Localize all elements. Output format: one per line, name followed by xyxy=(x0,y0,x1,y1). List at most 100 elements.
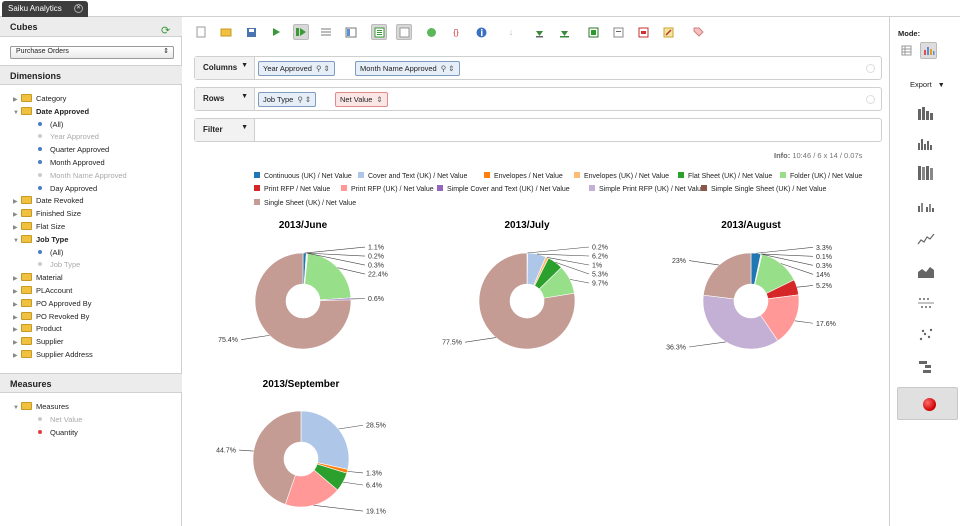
dimension-folder[interactable]: ▶ Supplier Address xyxy=(13,349,93,361)
columns-panel[interactable]: Columns ▼ Year Approved ⚲ ⇕ Month Name App… xyxy=(194,56,882,80)
expand-triangle-icon[interactable]: ▶ xyxy=(13,301,18,308)
dimension-folder[interactable]: ▶ Product xyxy=(13,323,62,335)
expand-triangle-icon[interactable]: ▶ xyxy=(13,353,18,359)
legend-item[interactable]: Folder (UK) / Net Value xyxy=(780,172,862,182)
legend-item[interactable]: Simple Print RFP (UK) / Net Value xyxy=(589,185,705,195)
pie-slice[interactable] xyxy=(702,294,779,350)
column-chip-year-approved[interactable]: Year Approved ⚲ ⇕ xyxy=(258,61,335,76)
dimension-level[interactable]: Job Type xyxy=(38,259,80,271)
filter-label-box[interactable]: Filter ▼ xyxy=(195,119,255,141)
expand-triangle-icon[interactable]: ▶ xyxy=(13,97,18,103)
waterfall-chart-icon[interactable] xyxy=(917,359,935,375)
export-drillthrough-icon[interactable] xyxy=(531,24,547,40)
dimension-level[interactable]: (All) xyxy=(38,119,63,131)
dimension-level[interactable]: Quarter Approved xyxy=(38,144,109,156)
legend-item[interactable]: Print RFP / Net Value xyxy=(254,185,330,195)
measures-folder[interactable]: ▼ Measures xyxy=(13,401,69,413)
mdx-icon[interactable]: {} xyxy=(453,27,459,37)
export-pdf-icon[interactable] xyxy=(635,24,651,40)
pie-slice[interactable] xyxy=(300,410,350,470)
dimension-level[interactable]: (All) xyxy=(38,247,63,259)
legend-item[interactable]: Cover and Text (UK) / Net Value xyxy=(358,172,467,182)
stacked-bar-chart-icon[interactable] xyxy=(917,165,935,181)
column-chip-month-name-approved[interactable]: Month Name Approved ⚲ ⇕ xyxy=(355,61,460,76)
dimension-folder[interactable]: ▶ Flat Size xyxy=(13,221,65,233)
legend-item[interactable]: Simple Single Sheet (UK) / Net Value xyxy=(701,185,826,195)
tab-saiku-analytics[interactable]: Saiku Analytics ✕ xyxy=(2,1,88,17)
dimension-level[interactable]: Month Approved xyxy=(38,157,105,169)
columns-label-box[interactable]: Columns ▼ xyxy=(195,57,255,79)
export-icon[interactable] xyxy=(556,24,572,40)
expand-triangle-icon[interactable]: ▶ xyxy=(13,340,18,347)
search-sort-icon[interactable]: ⚲ ⇕ xyxy=(315,64,330,73)
dimension-folder[interactable]: ▶ Supplier xyxy=(13,336,64,348)
multi-bar-chart-icon[interactable] xyxy=(917,135,935,151)
non-empty-icon[interactable] xyxy=(396,24,412,40)
expand-triangle-icon[interactable]: ▶ xyxy=(13,225,18,231)
dimension-folder[interactable]: ▶ PO Revoked By xyxy=(13,311,89,323)
toggle-sidebar-icon[interactable] xyxy=(343,24,359,40)
dimension-level[interactable]: Year Approved xyxy=(38,131,99,143)
search-sort-icon[interactable]: ⚲ ⇕ xyxy=(297,95,312,104)
clear-axis-icon[interactable] xyxy=(866,64,875,73)
collapse-triangle-icon[interactable]: ▼ xyxy=(13,237,19,244)
edit-icon[interactable] xyxy=(660,24,676,40)
legend-item[interactable]: Envelopes (UK) / Net Value xyxy=(574,172,669,182)
row-chip-net-value[interactable]: Net Value ⇕ xyxy=(335,92,388,107)
scatter-chart-icon[interactable] xyxy=(917,327,935,343)
rows-panel[interactable]: Rows ▼ Job Type ⚲ ⇕ Net Value ⇕ xyxy=(194,87,882,111)
dimension-folder[interactable]: ▼ Job Type xyxy=(13,234,68,246)
area-chart-icon[interactable] xyxy=(917,263,935,279)
legend-item[interactable]: Continuous (UK) / Net Value xyxy=(254,172,352,182)
expand-triangle-icon[interactable]: ▶ xyxy=(13,199,18,206)
pie-slice[interactable] xyxy=(703,252,752,300)
expand-triangle-icon[interactable]: ▶ xyxy=(13,289,18,295)
expand-triangle-icon[interactable]: ▼ xyxy=(13,405,19,411)
chart-mode-icon[interactable] xyxy=(920,42,937,59)
save-icon[interactable] xyxy=(243,24,259,40)
dimension-folder[interactable]: ▶ PLAccount xyxy=(13,285,72,297)
pie-slice[interactable] xyxy=(252,410,302,505)
toggle-fields-icon[interactable] xyxy=(318,24,334,40)
pie-slice[interactable] xyxy=(304,252,352,301)
dropdown-arrow-icon[interactable]: ▼ xyxy=(241,62,248,69)
swap-axis-icon[interactable] xyxy=(423,24,439,40)
expand-triangle-icon[interactable]: ▶ xyxy=(13,314,18,321)
bar-chart-icon[interactable] xyxy=(917,105,935,121)
open-folder-icon[interactable] xyxy=(218,24,234,40)
export-csv-icon[interactable] xyxy=(610,24,626,40)
pie-chart-button[interactable] xyxy=(897,387,958,420)
expand-triangle-icon[interactable]: ▶ xyxy=(13,276,18,283)
expand-triangle-icon[interactable]: ▶ xyxy=(13,327,18,334)
sort-icon[interactable]: ⇕ xyxy=(376,95,383,104)
export-xls-icon[interactable] xyxy=(585,24,601,40)
dimension-folder[interactable]: ▶ Category xyxy=(13,93,66,105)
close-icon[interactable]: ✕ xyxy=(74,4,83,13)
dimension-folder[interactable]: ▶ PO Approved By xyxy=(13,298,91,310)
hide-parents-icon[interactable] xyxy=(371,24,387,40)
search-sort-icon[interactable]: ⚲ ⇕ xyxy=(440,64,455,73)
dropdown-arrow-icon[interactable]: ▼ xyxy=(241,124,248,131)
rows-label-box[interactable]: Rows ▼ xyxy=(195,88,255,110)
legend-item[interactable]: Simple Cover and Text (UK) / Net Value xyxy=(437,185,570,195)
table-mode-icon[interactable] xyxy=(898,42,915,59)
clear-axis-icon[interactable] xyxy=(866,95,875,104)
tag-icon[interactable] xyxy=(690,24,706,40)
heatgrid-chart-icon[interactable] xyxy=(917,295,935,311)
row-chip-job-type[interactable]: Job Type ⚲ ⇕ xyxy=(258,92,317,107)
filter-panel[interactable]: Filter ▼ xyxy=(194,118,882,142)
dropdown-arrow-icon[interactable]: ▼ xyxy=(241,93,248,100)
auto-execute-icon[interactable] xyxy=(293,24,309,40)
measure-item-net-value[interactable]: Net Value xyxy=(38,414,82,426)
pie-slice[interactable] xyxy=(478,252,576,350)
dimension-level[interactable]: Month Name Approved xyxy=(38,170,127,182)
dropdown-arrow-icon[interactable]: ▼ xyxy=(937,82,945,89)
export-menu[interactable]: Export ▼ xyxy=(910,80,945,89)
legend-item[interactable]: Envelopes / Net Value xyxy=(484,172,563,182)
cube-select[interactable]: Purchase Orders ⇕ xyxy=(10,46,174,59)
line-chart-icon[interactable] xyxy=(917,231,935,247)
dimension-folder[interactable]: ▼ Date Approved xyxy=(13,106,89,118)
drillthrough-icon[interactable]: ↓ xyxy=(508,27,514,37)
info-icon[interactable] xyxy=(473,24,489,40)
new-query-icon[interactable] xyxy=(193,24,209,40)
